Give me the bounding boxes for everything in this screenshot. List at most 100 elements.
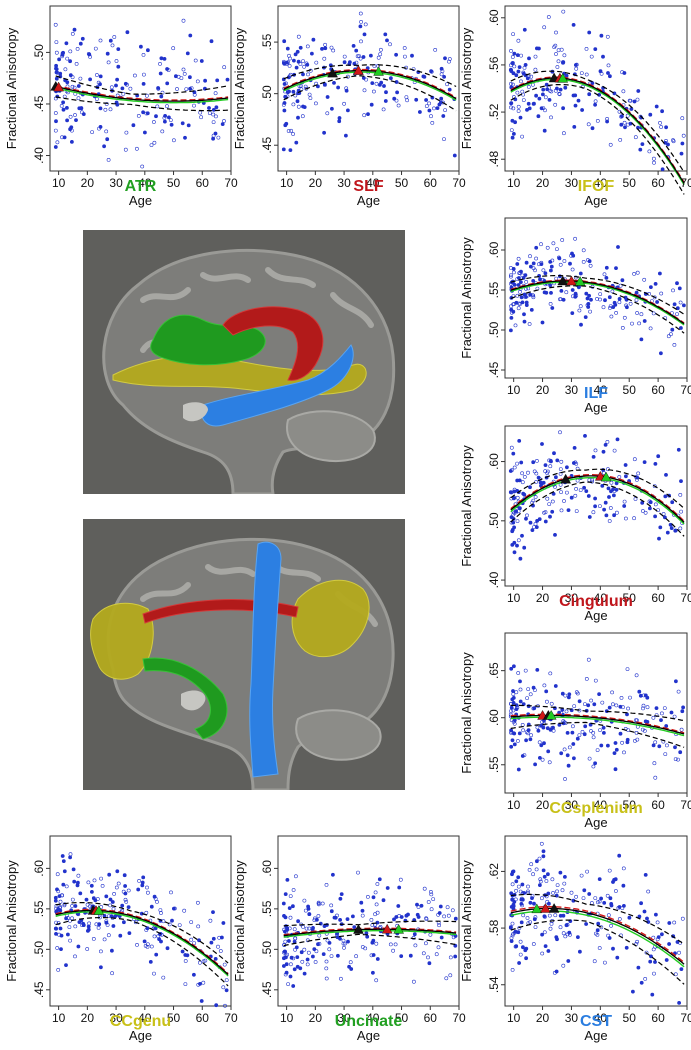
data-point xyxy=(211,910,215,915)
data-point xyxy=(423,941,428,946)
data-point xyxy=(555,889,559,894)
data-point xyxy=(581,896,586,901)
y-tick-label: .55 xyxy=(260,900,274,917)
data-point xyxy=(620,278,625,283)
data-point xyxy=(68,114,73,119)
data-point xyxy=(66,932,70,937)
data-point xyxy=(165,81,170,86)
data-point xyxy=(170,918,174,923)
data-point xyxy=(122,920,126,925)
data-point xyxy=(305,957,310,962)
data-point xyxy=(657,744,662,749)
data-point xyxy=(307,92,312,97)
data-point xyxy=(632,272,637,276)
data-point xyxy=(657,271,662,276)
data-point xyxy=(74,62,79,66)
data-point xyxy=(541,268,546,273)
x-tick-label: 20 xyxy=(536,383,550,397)
data-point xyxy=(124,899,129,904)
data-point xyxy=(593,896,598,901)
data-point xyxy=(184,87,189,92)
peak-marker-red xyxy=(566,275,577,286)
data-point xyxy=(668,332,673,337)
data-point xyxy=(378,47,383,52)
data-point xyxy=(428,932,433,937)
data-point xyxy=(509,445,514,450)
data-point xyxy=(302,64,307,69)
x-tick-label: 30 xyxy=(565,798,579,812)
data-point xyxy=(427,108,432,113)
data-point xyxy=(528,254,532,259)
data-point xyxy=(342,101,347,106)
data-point xyxy=(336,85,341,90)
data-point xyxy=(62,869,67,874)
x-tick-label: 20 xyxy=(536,1011,550,1025)
data-point xyxy=(221,921,226,925)
data-point xyxy=(313,916,317,921)
data-point xyxy=(145,111,150,116)
data-point xyxy=(384,90,388,95)
data-point xyxy=(70,32,75,36)
y-tick-label: .45 xyxy=(32,95,46,112)
data-point xyxy=(516,930,521,935)
data-point xyxy=(638,693,643,698)
data-point xyxy=(540,442,544,446)
data-point xyxy=(585,296,590,301)
data-point xyxy=(91,937,96,941)
fit-line xyxy=(510,907,685,965)
data-point xyxy=(560,888,565,893)
data-point xyxy=(224,978,229,983)
data-point xyxy=(522,475,527,479)
data-point xyxy=(578,304,583,309)
data-point xyxy=(320,47,324,51)
data-point xyxy=(115,869,120,874)
fit-line xyxy=(55,908,229,975)
data-point xyxy=(148,959,153,964)
data-point xyxy=(558,870,563,875)
data-point xyxy=(509,82,513,86)
data-point xyxy=(72,879,77,884)
data-point xyxy=(607,519,612,523)
data-point xyxy=(554,52,558,56)
data-point xyxy=(620,906,625,911)
data-point xyxy=(593,102,598,107)
y-tick-label: .60 xyxy=(260,860,274,877)
data-point xyxy=(563,777,567,781)
data-point xyxy=(359,19,364,24)
data-point xyxy=(373,912,378,917)
data-point xyxy=(509,891,514,896)
brain-svg-medial xyxy=(90,537,395,790)
data-point xyxy=(531,295,536,300)
data-point xyxy=(621,89,626,94)
data-points xyxy=(508,841,685,1005)
data-point xyxy=(310,51,314,56)
data-point xyxy=(199,999,204,1003)
data-point xyxy=(577,733,582,738)
brain-tract-render-lateral xyxy=(83,230,405,494)
data-point xyxy=(558,430,562,435)
data-point xyxy=(108,38,113,43)
data-point xyxy=(617,917,622,921)
data-point xyxy=(518,115,523,120)
data-point xyxy=(514,510,518,515)
data-point xyxy=(54,906,59,911)
data-point xyxy=(511,902,516,907)
data-point xyxy=(586,657,591,662)
data-point xyxy=(131,123,136,128)
data-point xyxy=(577,699,582,704)
peak-marker-green xyxy=(373,66,384,76)
data-point xyxy=(544,290,549,295)
y-tick-label: .45 xyxy=(487,361,501,378)
y-tick-label: .56 xyxy=(487,56,501,73)
brain-svg-lateral xyxy=(102,248,396,494)
data-point xyxy=(541,854,546,859)
data-point xyxy=(623,474,628,479)
data-point xyxy=(620,326,625,330)
data-point xyxy=(86,929,90,933)
data-point xyxy=(601,725,606,730)
data-point xyxy=(643,976,648,981)
data-point xyxy=(562,131,566,136)
data-point xyxy=(561,931,566,936)
data-point xyxy=(106,157,111,162)
data-point xyxy=(166,115,171,120)
